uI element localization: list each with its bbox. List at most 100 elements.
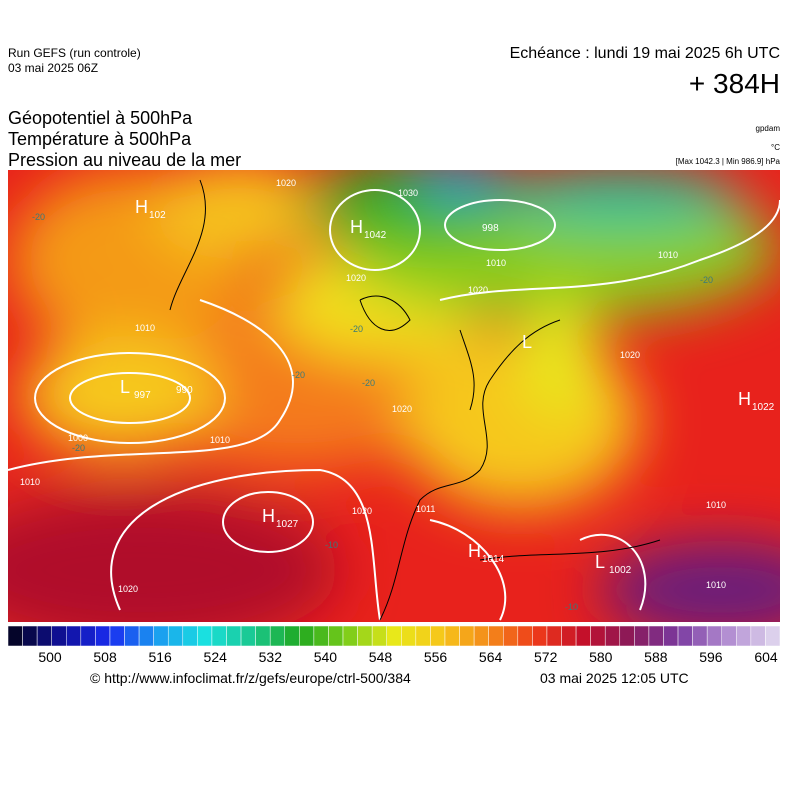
temperature-label: -20 [292,370,305,380]
source: © http://www.infoclimat.fr/z/gefs/europe… [90,670,411,686]
colorbar-swatch [721,625,737,647]
colorbar-swatch [692,625,708,647]
colorbar-swatch [80,625,96,647]
colorbar-swatch [313,625,329,647]
title: Géopotentiel à 500hPa [8,108,193,128]
colorbar-swatch [502,625,519,647]
run-date: 03 mai 2025 06Z [8,61,99,75]
colorbar-tick-label: 596 [699,649,723,665]
colorbar-swatch [430,625,446,647]
colorbar-tick-label: 572 [534,649,558,665]
center-letter: L [522,332,532,352]
colorbar-tick-label: 540 [314,649,338,665]
colorbar-tick-label: 580 [589,649,613,665]
colorbar-tick-label: 500 [38,649,62,665]
center-value: 1027 [276,519,299,530]
temperature-label: -20 [700,275,713,285]
unit: gpdam [755,124,780,133]
center-letter: H [350,217,363,237]
generated: 03 mai 2025 12:05 UTC [540,670,689,686]
colorbar-swatch [167,625,184,647]
field [8,170,780,622]
isobar-label: 1000 [68,433,88,443]
colorbar-swatch [619,625,635,647]
colorbar-tick-label: 516 [148,649,172,665]
coastlines [169,179,661,621]
colorbar-swatch [736,625,752,647]
temperature-label: -20 [72,443,85,453]
colorbar-swatch [284,625,300,647]
center-letter: H [468,541,481,561]
colorbar-swatch [226,625,242,647]
center-value: 997 [134,390,151,401]
colorbar-swatch [488,625,504,647]
colorbar-tick-label: 556 [424,649,448,665]
center-value: 1022 [752,402,775,413]
center-letter: H [262,506,275,526]
colorbar-swatch [299,625,315,647]
isobar-label: 1010 [486,258,506,268]
center-letter: L [120,377,130,397]
colorbar-tick-label: 524 [204,649,228,665]
colorbar-swatch [269,625,286,647]
colorbar-swatch [634,625,650,647]
center-value: 1014 [482,554,505,565]
colorbar-swatch [750,625,766,647]
colorbar-swatch [240,625,256,647]
colorbar-swatch [7,625,23,647]
center-value: 998 [482,223,499,234]
colorbar-swatch [532,625,548,647]
colorbar-tick-label: 548 [369,649,393,665]
colorbar-swatch [22,625,38,647]
unit: °C [771,143,780,152]
colorbar-swatch [648,625,664,647]
center-value: 990 [176,385,193,396]
colorbar-swatch [211,625,227,647]
colorbar-swatch [575,625,591,647]
colorbar-swatch [197,625,213,647]
temperature-label: -20 [32,212,45,222]
center-letter: L [595,552,605,572]
colorbar-swatch [357,625,373,647]
colorbar-swatch [153,625,169,647]
colorbar-swatch [663,625,679,647]
center-value: 102 [149,210,166,221]
colorbar-swatch [604,625,621,647]
colorbar-swatch [706,625,722,647]
isobar-label: 1010 [706,500,726,510]
isobar-label: 1010 [135,323,155,333]
temperature-label: -10 [325,540,338,550]
run-name: Run GEFS (run controle) [8,46,141,60]
center-letter: H [738,389,751,409]
isobar-label: 1010 [706,580,726,590]
isobar-label: 1010 [20,477,40,487]
colorbar-swatch [561,625,577,647]
colorbar-swatch [66,625,82,647]
title: Pression au niveau de la mer [8,150,242,170]
isobar-label: 1020 [352,506,372,516]
temperature-label: -20 [362,378,375,388]
lead-time: + 384H [688,68,780,99]
colorbar-swatch [386,625,402,647]
colorbar-swatch [401,625,417,647]
colorbar-swatch [677,625,693,647]
colorbar-tick-label: 604 [754,649,778,665]
colorbar: 500 508 516 524 532 540 548 556 564 572 580 588 596 6… [7,625,781,665]
center-value: 1042 [364,230,387,241]
colorbar-swatch [444,625,460,647]
isobar-label: 1020 [392,404,412,414]
isobar-label: 1020 [276,178,296,188]
isobar-label: 1020 [346,273,366,283]
colorbar-swatch [124,625,140,647]
colorbar-swatch [517,625,533,647]
colorbar-swatch [109,625,125,647]
colorbar-swatch [473,625,489,647]
isobar-label: 1030 [398,188,418,198]
isobars [8,189,780,621]
isobar-label: 1020 [468,285,488,295]
colorbar-swatch [138,625,154,647]
isobar-label: 1020 [118,584,138,594]
colorbar-swatch [36,625,52,647]
colorbar-swatch [182,625,198,647]
